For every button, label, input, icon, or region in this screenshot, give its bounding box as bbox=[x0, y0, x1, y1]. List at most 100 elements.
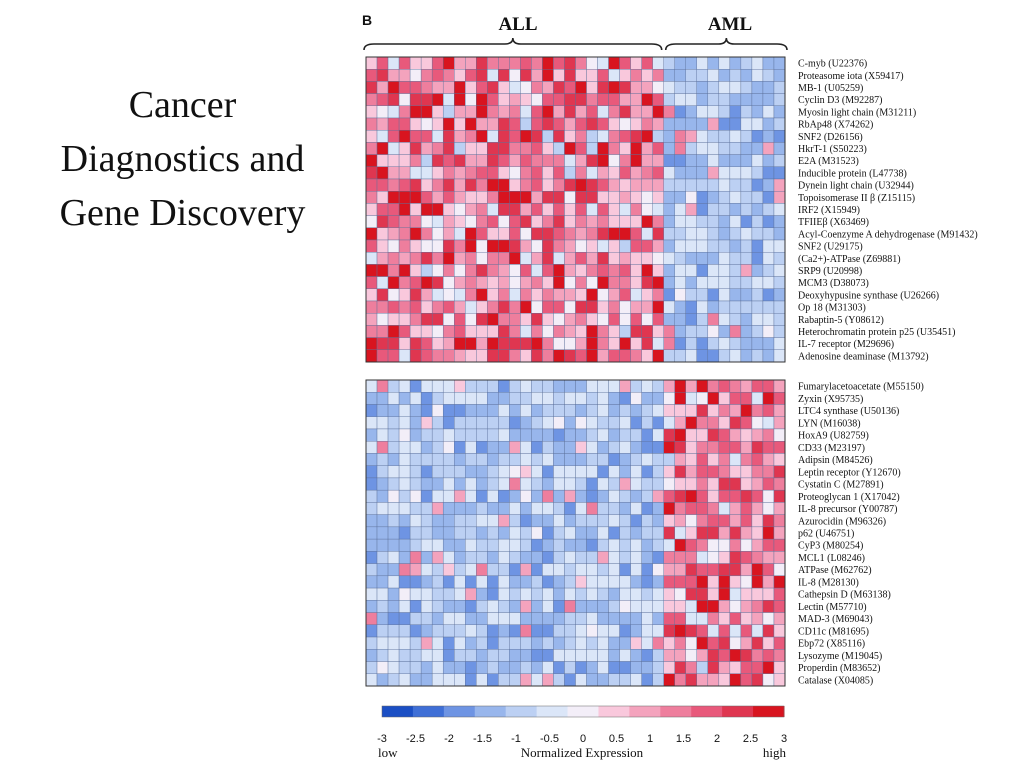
heatmap-cell bbox=[564, 453, 576, 466]
heatmap-cell bbox=[564, 325, 576, 338]
heatmap-cell bbox=[454, 600, 466, 613]
heatmap-cell bbox=[553, 649, 565, 662]
heatmap-cell bbox=[487, 649, 499, 662]
heatmap-cell bbox=[520, 276, 532, 290]
heatmap-cell bbox=[442, 93, 455, 106]
heatmap-cell bbox=[365, 538, 378, 552]
heatmap-cell bbox=[564, 178, 576, 192]
heatmap-cell bbox=[729, 502, 742, 515]
heatmap-cell bbox=[454, 636, 466, 650]
heatmap-cell bbox=[575, 575, 587, 589]
heatmap-cell bbox=[420, 313, 433, 326]
heatmap-cell bbox=[608, 612, 620, 625]
heatmap-cell bbox=[619, 489, 631, 503]
heatmap-cell bbox=[685, 636, 697, 650]
colorbar-swatch bbox=[629, 706, 661, 717]
heatmap-cell bbox=[553, 379, 565, 393]
heatmap-cell bbox=[575, 239, 587, 253]
heatmap-cell bbox=[442, 251, 455, 265]
heatmap-cell bbox=[509, 337, 521, 351]
heatmap-cell bbox=[575, 404, 587, 417]
heatmap-cell bbox=[740, 600, 753, 613]
heatmap-cell bbox=[476, 325, 488, 338]
heatmap-cell bbox=[685, 349, 697, 363]
heatmap-cell bbox=[387, 154, 400, 168]
heatmap-cell bbox=[387, 203, 400, 216]
heatmap-cell bbox=[674, 636, 686, 650]
heatmap-cell bbox=[630, 117, 642, 131]
heatmap-cell bbox=[586, 142, 598, 155]
heatmap-cell bbox=[553, 190, 565, 204]
heatmap-cell bbox=[487, 203, 499, 216]
heatmap-cell bbox=[696, 489, 709, 503]
heatmap-cell bbox=[553, 300, 565, 314]
heatmap-cell bbox=[597, 489, 609, 503]
heatmap-cell bbox=[498, 129, 510, 143]
heatmap-cell bbox=[619, 154, 631, 168]
heatmap-cell bbox=[773, 68, 786, 82]
heatmap-cell bbox=[641, 190, 653, 204]
heatmap-cell bbox=[465, 93, 477, 106]
heatmap-cell bbox=[696, 129, 709, 143]
heatmap-cell bbox=[586, 514, 598, 528]
heatmap-cell bbox=[696, 337, 709, 351]
heatmap-cell bbox=[641, 538, 653, 552]
heatmap-cell bbox=[652, 502, 664, 515]
heatmap-cell bbox=[509, 526, 521, 540]
heatmap-cell bbox=[531, 129, 543, 143]
heatmap-cell bbox=[553, 178, 565, 192]
heatmap-cell bbox=[564, 81, 576, 94]
heatmap-cell bbox=[718, 227, 731, 241]
heatmap-cell bbox=[487, 428, 499, 442]
heatmap-cell bbox=[718, 441, 731, 454]
heatmap-cell bbox=[420, 215, 433, 229]
heatmap-cell bbox=[409, 239, 422, 253]
heatmap-cell bbox=[465, 379, 477, 393]
heatmap-cell bbox=[630, 325, 642, 338]
heatmap-cell bbox=[442, 392, 455, 405]
heatmap-cell bbox=[740, 215, 753, 229]
heatmap-cell bbox=[476, 661, 488, 674]
heatmap-cell bbox=[476, 441, 488, 454]
heatmap-cell bbox=[542, 502, 554, 515]
heatmap-cell bbox=[674, 325, 686, 338]
heatmap-cell bbox=[597, 649, 609, 662]
heatmap-cell bbox=[542, 276, 554, 290]
heatmap-cell bbox=[762, 575, 775, 589]
heatmap-cell bbox=[487, 178, 499, 192]
heatmap-cell bbox=[674, 612, 686, 625]
heatmap-cell bbox=[663, 563, 675, 577]
heatmap-cell bbox=[376, 441, 389, 454]
heatmap-cell bbox=[498, 489, 510, 503]
heatmap-cell bbox=[597, 325, 609, 338]
heatmap-cell bbox=[729, 551, 742, 564]
heatmap-cell bbox=[641, 349, 653, 363]
heatmap-cell bbox=[674, 313, 686, 326]
heatmap-cell bbox=[696, 453, 709, 466]
heatmap-cell bbox=[608, 538, 620, 552]
heatmap-cell bbox=[740, 129, 753, 143]
heatmap-cell bbox=[696, 538, 709, 552]
heatmap-cell bbox=[387, 453, 400, 466]
heatmap-cell bbox=[575, 379, 587, 393]
heatmap-cell bbox=[498, 349, 510, 363]
heatmap-cell bbox=[465, 465, 477, 479]
heatmap-cell bbox=[409, 300, 422, 314]
heatmap-cell bbox=[498, 178, 510, 192]
heatmap-cell bbox=[376, 105, 389, 119]
heatmap-cell bbox=[586, 105, 598, 119]
heatmap-cell bbox=[762, 203, 775, 216]
heatmap-cell bbox=[365, 465, 378, 479]
heatmap-cell bbox=[487, 661, 499, 674]
heatmap-cell bbox=[398, 661, 411, 674]
heatmap-cell bbox=[619, 93, 631, 106]
heatmap-cell bbox=[597, 288, 609, 302]
heatmap-cell bbox=[575, 673, 587, 687]
heatmap-cell bbox=[575, 526, 587, 540]
heatmap-cell bbox=[729, 129, 742, 143]
heatmap-cell bbox=[740, 502, 753, 515]
heatmap-cell bbox=[619, 227, 631, 241]
heatmap-cell bbox=[442, 551, 455, 564]
heatmap-cell bbox=[442, 526, 455, 540]
heatmap-cell bbox=[553, 251, 565, 265]
